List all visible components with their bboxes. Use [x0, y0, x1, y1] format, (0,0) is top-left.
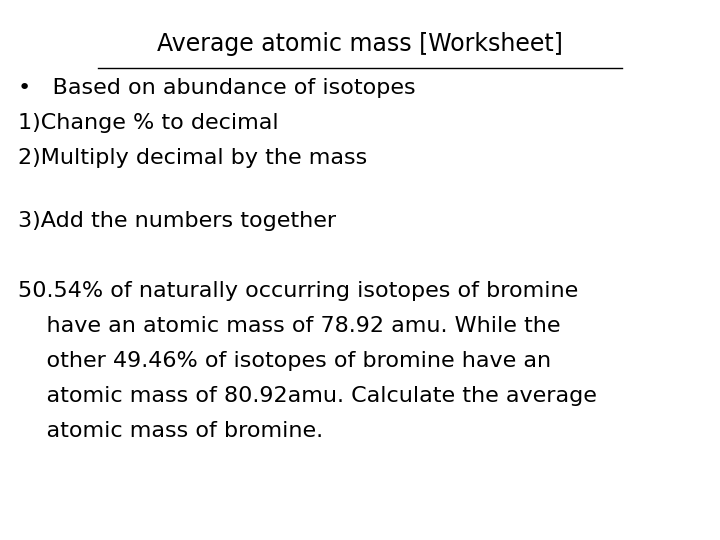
- Text: 3)Add the numbers together: 3)Add the numbers together: [18, 211, 336, 231]
- Text: 1)Change % to decimal: 1)Change % to decimal: [18, 113, 279, 133]
- Text: 50.54% of naturally occurring isotopes of bromine: 50.54% of naturally occurring isotopes o…: [18, 281, 578, 301]
- Text: other 49.46% of isotopes of bromine have an: other 49.46% of isotopes of bromine have…: [18, 351, 551, 371]
- Text: 2)Multiply decimal by the mass: 2)Multiply decimal by the mass: [18, 148, 367, 168]
- Text: atomic mass of 80.92amu. Calculate the average: atomic mass of 80.92amu. Calculate the a…: [18, 386, 597, 406]
- Text: Average atomic mass [Worksheet]: Average atomic mass [Worksheet]: [157, 32, 563, 56]
- Text: atomic mass of bromine.: atomic mass of bromine.: [18, 421, 323, 441]
- Text: have an atomic mass of 78.92 amu. While the: have an atomic mass of 78.92 amu. While …: [18, 316, 560, 336]
- Text: •   Based on abundance of isotopes: • Based on abundance of isotopes: [18, 78, 415, 98]
